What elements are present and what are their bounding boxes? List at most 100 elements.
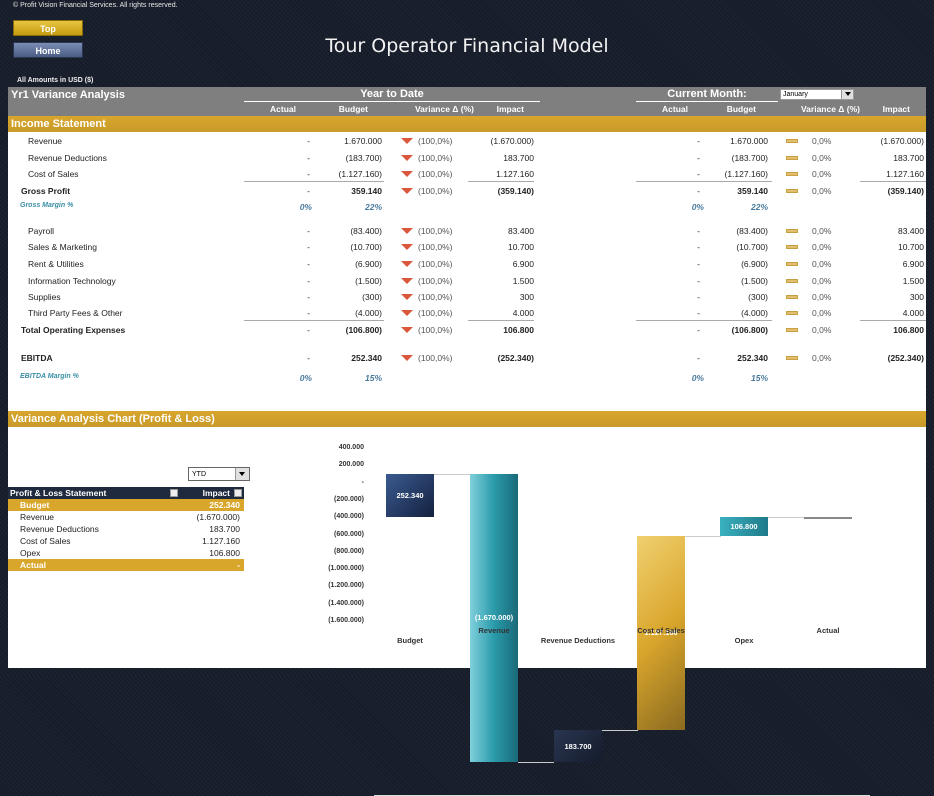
margin-label: EBITDA Margin % bbox=[20, 373, 79, 380]
cm-actual: - bbox=[697, 242, 700, 252]
down-arrow-icon bbox=[401, 228, 413, 234]
connector-line bbox=[602, 730, 638, 732]
x-label: Revenue bbox=[478, 626, 510, 635]
table-row: Sales & Marketing - (10.700) (100,0%) 10… bbox=[8, 239, 926, 255]
cm-actual: - bbox=[697, 136, 700, 146]
divider bbox=[244, 320, 384, 321]
chart-bar[interactable]: (1.670.000) bbox=[470, 473, 518, 762]
cm-budget: (4.000) bbox=[741, 308, 768, 318]
bar-label: 183.700 bbox=[564, 741, 592, 751]
cm-budget: (183.700) bbox=[731, 153, 768, 163]
ytd-impact: 300 bbox=[519, 292, 534, 302]
divider bbox=[468, 181, 534, 182]
page-title: Tour Operator Financial Model bbox=[325, 35, 609, 57]
cm-variance: 0,0% bbox=[812, 259, 832, 269]
period-select[interactable]: YTD bbox=[188, 467, 250, 481]
neutral-dash-icon bbox=[786, 139, 798, 143]
neutral-dash-icon bbox=[786, 229, 798, 233]
bar-label: 252.340 bbox=[396, 490, 424, 500]
cm-actual: - bbox=[697, 259, 700, 269]
home-button[interactable]: Home bbox=[13, 42, 83, 58]
y-tick: (400.000) bbox=[334, 513, 364, 521]
month-select[interactable]: January bbox=[780, 89, 854, 100]
connector-line bbox=[768, 517, 804, 519]
amounts-note: All Amounts in USD ($) bbox=[17, 77, 94, 84]
pl-table-row[interactable]: Revenue (1.670.000) bbox=[8, 511, 244, 523]
ytd-actual: - bbox=[307, 153, 310, 163]
ytd-impact: (252.340) bbox=[497, 353, 534, 363]
row-label: Rent & Utilities bbox=[28, 259, 84, 269]
pl-table-row[interactable]: Actual - bbox=[8, 559, 244, 571]
col-cm-actual: Actual bbox=[662, 104, 688, 114]
y-tick: 200.000 bbox=[338, 461, 364, 469]
col-impact: Impact bbox=[202, 488, 230, 498]
chart-bar[interactable]: 183.700 bbox=[554, 730, 602, 762]
chart-bar[interactable]: 252.340 bbox=[386, 473, 434, 518]
row-label: Information Technology bbox=[28, 276, 116, 286]
divider bbox=[860, 320, 926, 321]
ytd-actual: - bbox=[307, 292, 310, 302]
filter-icon[interactable] bbox=[234, 489, 242, 497]
chart-bar[interactable] bbox=[804, 517, 852, 520]
ytd-budget: 15% bbox=[364, 373, 382, 383]
pl-value: 1.127.160 bbox=[202, 536, 240, 546]
ytd-budget: (6.900) bbox=[355, 259, 382, 269]
pl-value: (1.670.000) bbox=[196, 512, 240, 522]
ytd-actual: - bbox=[307, 226, 310, 236]
filter-icon[interactable] bbox=[170, 489, 178, 497]
chevron-down-icon[interactable] bbox=[235, 468, 249, 480]
pl-label: Revenue bbox=[20, 512, 55, 522]
connector-line bbox=[434, 473, 470, 475]
cm-variance: 0,0% bbox=[812, 186, 832, 196]
cm-actual: - bbox=[697, 276, 700, 286]
ytd-actual: - bbox=[307, 308, 310, 318]
divider bbox=[244, 181, 384, 182]
neutral-dash-icon bbox=[786, 279, 798, 283]
cm-impact: (252.340) bbox=[887, 353, 924, 363]
pl-label: Opex bbox=[20, 548, 41, 558]
chart-bar[interactable]: 106.800 bbox=[720, 517, 768, 536]
ytd-variance: (100,0%) bbox=[418, 308, 453, 318]
connector-line bbox=[685, 535, 721, 537]
cm-budget: 252.340 bbox=[737, 353, 768, 363]
y-tick: (600.000) bbox=[334, 530, 364, 538]
pl-table-row[interactable]: Budget 252.340 bbox=[8, 499, 244, 511]
ytd-actual: - bbox=[307, 259, 310, 269]
pl-value: 183.700 bbox=[209, 524, 240, 534]
pl-table-row[interactable]: Opex 106.800 bbox=[8, 547, 244, 559]
y-tick: - bbox=[361, 478, 364, 486]
ytd-impact: 83.400 bbox=[508, 226, 534, 236]
y-tick: (800.000) bbox=[334, 547, 364, 555]
cm-budget: (83.400) bbox=[736, 226, 768, 236]
pl-label: Cost of Sales bbox=[20, 536, 71, 546]
connector-line bbox=[518, 761, 554, 763]
pl-table-row[interactable]: Revenue Deductions 183.700 bbox=[8, 523, 244, 535]
table-row: EBITDA - 252.340 (100,0%) (252.340) - 25… bbox=[8, 350, 926, 366]
table-row: Payroll - (83.400) (100,0%) 83.400 - (83… bbox=[8, 223, 926, 239]
pl-table-row[interactable]: Cost of Sales 1.127.160 bbox=[8, 535, 244, 547]
ytd-variance: (100,0%) bbox=[418, 226, 453, 236]
ytd-budget: (4.000) bbox=[355, 308, 382, 318]
spreadsheet: Yr1 Variance Analysis Year to Date Curre… bbox=[8, 87, 926, 796]
cm-actual: - bbox=[697, 353, 700, 363]
row-label: EBITDA bbox=[21, 353, 53, 363]
table-row: Third Party Fees & Other - (4.000) (100,… bbox=[8, 305, 926, 321]
divider bbox=[636, 181, 772, 182]
ytd-actual: - bbox=[307, 242, 310, 252]
ytd-actual: - bbox=[307, 136, 310, 146]
ytd-impact: 6.900 bbox=[512, 259, 534, 269]
bar-label: (1.670.000) bbox=[474, 613, 514, 623]
cm-actual: - bbox=[697, 292, 700, 302]
pl-table-header: Profit & Loss Statement Impact bbox=[8, 487, 244, 499]
ytd-impact: 183.700 bbox=[503, 153, 534, 163]
ytd-variance: (100,0%) bbox=[418, 153, 453, 163]
down-arrow-icon bbox=[401, 310, 413, 316]
top-button[interactable]: Top bbox=[13, 20, 83, 36]
table-row: Revenue - 1.670.000 (100,0%) (1.670.000)… bbox=[8, 133, 926, 149]
ytd-budget: (1.500) bbox=[355, 276, 382, 286]
chevron-down-icon[interactable] bbox=[841, 90, 853, 99]
table-row: Gross Profit - 359.140 (100,0%) (359.140… bbox=[8, 183, 926, 199]
cm-impact: 1.500 bbox=[902, 276, 924, 286]
table-row: Total Operating Expenses - (106.800) (10… bbox=[8, 322, 926, 338]
cm-actual: 0% bbox=[691, 202, 704, 212]
